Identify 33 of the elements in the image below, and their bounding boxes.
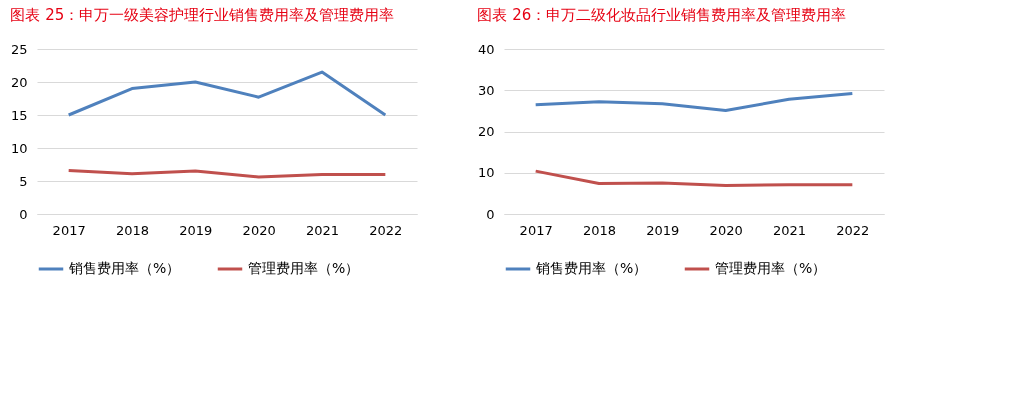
line-series <box>534 169 854 188</box>
x-tick-label: 2022 <box>369 222 403 238</box>
x-tick-label: 2021 <box>772 222 807 238</box>
y-tick-label: 5 <box>19 173 28 189</box>
x-tick-label: 2020 <box>709 222 743 238</box>
y-tick-label: 30 <box>477 82 495 98</box>
y-tick-label: 20 <box>477 124 495 139</box>
chart-title: 图表 26：申万二级化妆品行业销售费用率及管理费用率 <box>477 6 847 24</box>
y-tick-label: 0 <box>486 206 495 222</box>
y-tick-label: 40 <box>477 41 495 57</box>
y-tick-label: 15 <box>10 107 28 123</box>
x-tick-label: 2018 <box>115 222 150 238</box>
x-tick-label: 2022 <box>836 222 870 238</box>
legend-label: 管理费用率（%） <box>248 260 360 276</box>
line-series <box>534 92 854 112</box>
y-tick-label: 20 <box>10 74 28 90</box>
line-series <box>67 70 387 117</box>
legend-label: 销售费用率（%） <box>68 260 181 276</box>
legend-label: 销售费用率（%） <box>535 260 648 276</box>
x-tick-label: 2017 <box>52 222 86 238</box>
y-tick-label: 10 <box>10 140 28 156</box>
x-tick-label: 2020 <box>242 222 276 238</box>
x-tick-label: 2019 <box>179 222 213 238</box>
line-series <box>67 168 387 179</box>
x-tick-label: 2019 <box>646 222 680 238</box>
legend-label: 管理费用率（%） <box>715 260 827 276</box>
x-tick-label: 2018 <box>582 222 617 238</box>
chart-title: 图表 25：申万一级美容护理行业销售费用率及管理费用率 <box>10 6 395 24</box>
y-tick-label: 0 <box>19 206 28 222</box>
x-tick-label: 2017 <box>519 222 553 238</box>
y-tick-label: 25 <box>10 41 28 57</box>
x-tick-label: 2021 <box>305 222 340 238</box>
y-tick-label: 10 <box>477 165 495 181</box>
